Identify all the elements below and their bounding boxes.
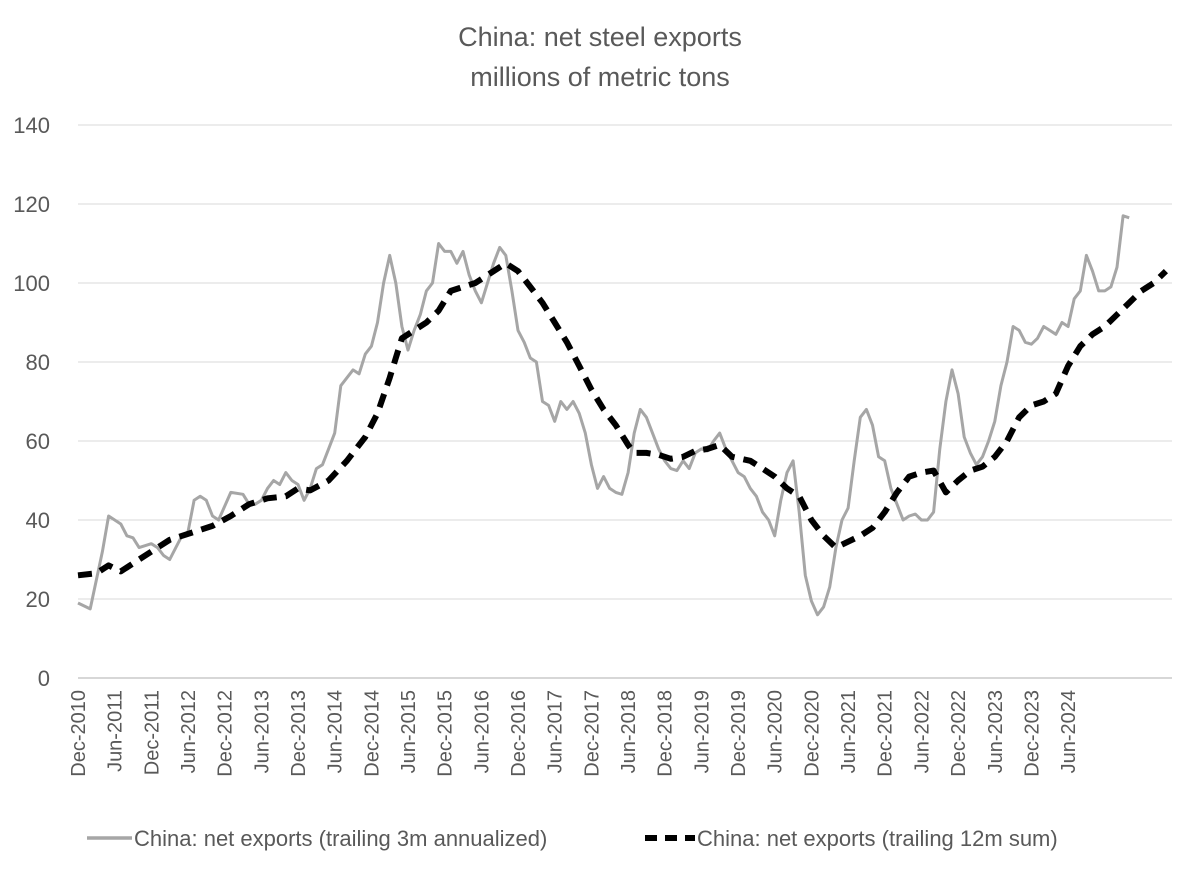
x-tick-label-15: Jun-2018 xyxy=(618,690,640,773)
legend: China: net exports (trailing 3m annualiz… xyxy=(87,826,1058,851)
gridlines xyxy=(78,124,1172,679)
series-line-12m-sum xyxy=(77,260,1168,579)
y-tick-label-120: 120 xyxy=(13,192,50,217)
series-lines xyxy=(77,214,1168,617)
x-tick-label-22: Dec-2021 xyxy=(875,690,897,777)
y-tick-label-100: 100 xyxy=(13,271,50,296)
x-tick-label-26: Dec-2023 xyxy=(1021,690,1043,777)
y-tick-label-0: 0 xyxy=(38,666,50,691)
x-tick-label-8: Dec-2014 xyxy=(361,690,383,777)
x-tick-label-12: Dec-2016 xyxy=(508,690,530,777)
y-tick-label-20: 20 xyxy=(26,587,50,612)
x-tick-label-17: Jun-2019 xyxy=(691,690,713,773)
x-tick-label-6: Dec-2013 xyxy=(288,690,310,777)
x-tick-label-4: Dec-2012 xyxy=(215,690,237,777)
x-tick-label-5: Jun-2013 xyxy=(251,690,273,773)
x-tick-label-11: Jun-2016 xyxy=(471,690,493,773)
y-tick-label-60: 60 xyxy=(26,429,50,454)
x-tick-label-3: Jun-2012 xyxy=(178,690,200,773)
x-tick-label-24: Dec-2022 xyxy=(948,690,970,777)
legend-label-12m: China: net exports (trailing 12m sum) xyxy=(697,826,1058,851)
x-tick-label-1: Jun-2011 xyxy=(105,690,127,772)
chart-subtitle: millions of metric tons xyxy=(470,62,730,92)
legend-label-3m: China: net exports (trailing 3m annualiz… xyxy=(134,826,547,851)
x-tick-label-14: Dec-2017 xyxy=(581,690,603,777)
series-line-3m-annualized xyxy=(77,214,1130,617)
x-tick-label-25: Jun-2023 xyxy=(985,690,1007,773)
y-tick-label-140: 140 xyxy=(13,113,50,138)
x-tick-label-0: Dec-2010 xyxy=(68,690,90,777)
x-tick-label-9: Jun-2015 xyxy=(398,690,420,773)
y-axis-ticks: 0 20 40 60 80 100 120 140 xyxy=(13,113,50,691)
chart-title: China: net steel exports xyxy=(458,22,742,52)
x-tick-label-13: Jun-2017 xyxy=(545,690,567,773)
x-tick-label-19: Jun-2020 xyxy=(765,690,787,773)
x-tick-label-20: Dec-2020 xyxy=(801,690,823,777)
x-axis-ticks: Dec-2010 Jun-2011 Dec-2011 Jun-2012 Dec-2012… xyxy=(68,690,1080,777)
y-tick-label-40: 40 xyxy=(26,508,50,533)
x-tick-label-2: Dec-2011 xyxy=(141,690,163,775)
x-tick-label-21: Jun-2021 xyxy=(838,690,860,773)
x-tick-label-16: Dec-2018 xyxy=(655,690,677,777)
x-tick-label-10: Dec-2015 xyxy=(435,690,457,777)
x-tick-label-18: Dec-2019 xyxy=(728,690,750,777)
y-tick-label-80: 80 xyxy=(26,350,50,375)
x-tick-label-27: Jun-2024 xyxy=(1058,690,1080,773)
x-tick-label-7: Jun-2014 xyxy=(325,690,347,773)
x-tick-label-23: Jun-2022 xyxy=(911,690,933,773)
